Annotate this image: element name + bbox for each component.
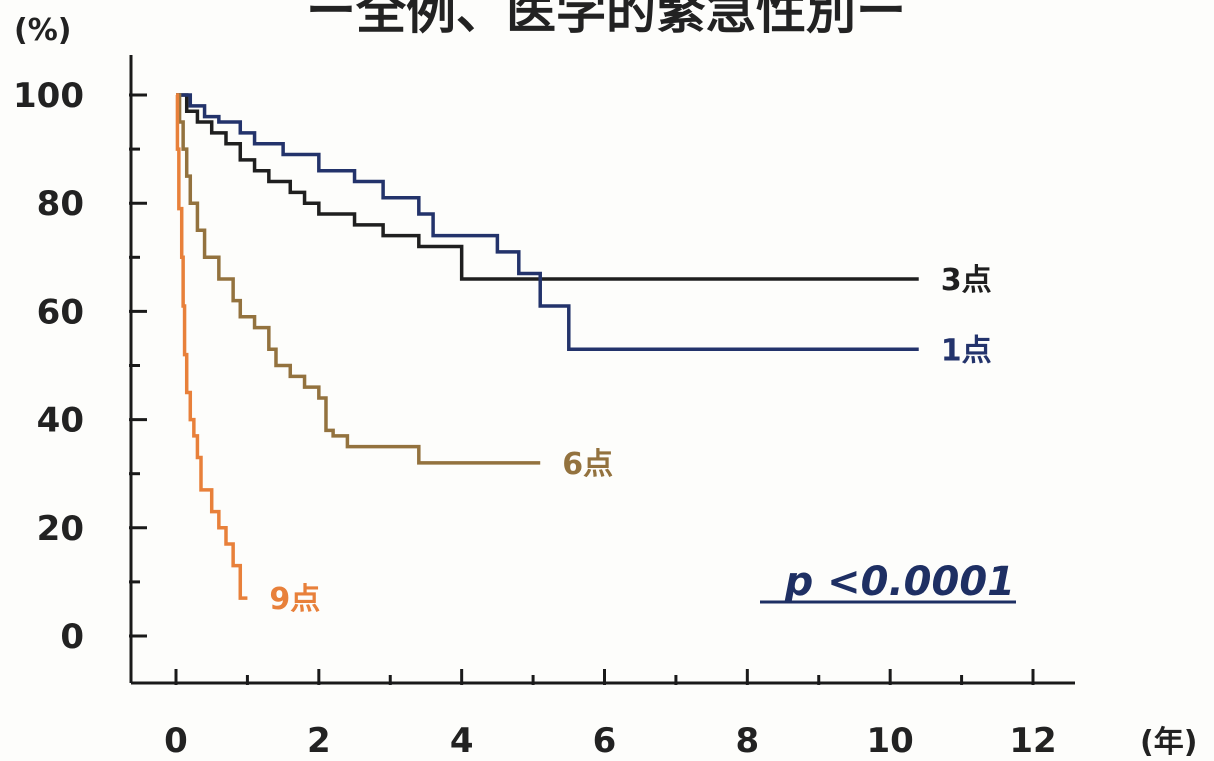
y-tick-label: 100: [13, 76, 84, 116]
y-tick-label: 0: [60, 617, 84, 657]
x-axis-unit: (年): [1140, 725, 1197, 760]
x-tick-label: 0: [164, 721, 188, 761]
chart-title: ー全例、医学的緊急性別ー: [306, 0, 906, 40]
y-axis-unit: (%): [14, 13, 71, 48]
x-tick-label: 6: [593, 721, 617, 761]
series-label-0: 3点: [941, 263, 992, 298]
series-label-1: 1点: [941, 333, 992, 368]
x-tick-label: 4: [450, 721, 474, 761]
y-tick-label: 20: [37, 509, 84, 549]
series-label-3: 9点: [269, 582, 320, 617]
p-value-annotation: p <0.0001: [784, 559, 1015, 605]
x-tick-label: 10: [867, 721, 914, 761]
series-line-0: [176, 93, 919, 281]
x-tick-label: 8: [735, 721, 759, 761]
axes: 0 20 40 60 80 100 0 2 4 6 8 10 12: [13, 55, 1075, 761]
y-tick-label: 60: [37, 292, 84, 332]
series-labels: 3点 1点 6点 9点: [269, 263, 991, 617]
series-label-2: 6点: [562, 447, 613, 482]
series-line-2: [176, 93, 541, 465]
y-tick-label: 80: [37, 184, 84, 224]
series-group: [175, 93, 919, 600]
y-tick-label: 40: [37, 401, 84, 441]
series-line-3: [175, 93, 248, 600]
x-tick-label: 2: [307, 721, 331, 761]
series-line-1: [176, 93, 919, 352]
x-tick-label: 12: [1009, 721, 1056, 761]
